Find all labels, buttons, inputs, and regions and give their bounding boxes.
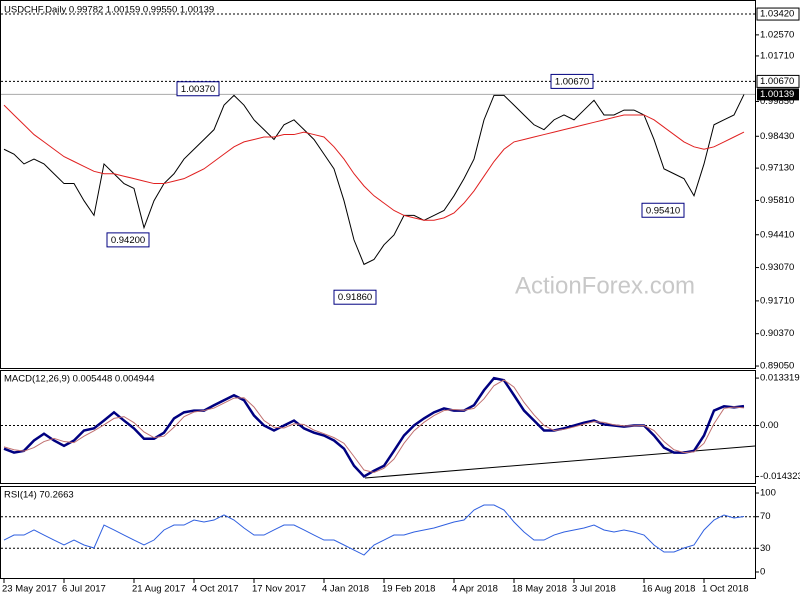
y-tick-label: 0.89050	[760, 361, 794, 372]
annotation-box	[176, 81, 220, 97]
annotation-label: 0.95410	[646, 205, 680, 216]
level-label: 1.00670	[760, 76, 794, 87]
y-tick-label: 0.93070	[760, 262, 794, 273]
rsi-title: RSI(14) 70.2663	[4, 490, 74, 501]
level-label-box	[756, 7, 800, 21]
y-tick-label: 70	[760, 511, 771, 522]
y-tick-label: 0.99850	[760, 96, 794, 107]
price-panel	[0, 0, 756, 369]
y-tick-label: 0.91710	[760, 295, 794, 306]
y-tick-label: 0.98430	[760, 131, 794, 142]
x-tick-label: 6 Jul 2017	[62, 584, 106, 595]
current-price-box	[757, 88, 799, 101]
x-tick-label: 1 Oct 2018	[702, 584, 748, 595]
x-tick-label: 4 Jan 2018	[322, 584, 369, 595]
y-tick-label: 100	[760, 488, 776, 499]
x-tick-label: 4 Oct 2017	[192, 584, 238, 595]
macd-title: MACD(12,26,9) 0.005448 0.004944	[4, 374, 155, 385]
y-tick-label: 0.90370	[760, 328, 794, 339]
annotation-box	[333, 289, 377, 305]
annotation-box	[641, 202, 685, 218]
x-tick-label: 17 Nov 2017	[252, 584, 306, 595]
x-tick-label: 19 Feb 2018	[382, 584, 435, 595]
x-tick-label: 4 Apr 2018	[452, 584, 498, 595]
series-line	[3, 379, 745, 474]
y-tick-label: 1.01710	[760, 50, 794, 61]
annotation-label: 0.91860	[338, 292, 372, 303]
macd-panel	[0, 370, 756, 484]
y-tick-label: 30	[760, 543, 771, 554]
series-line	[3, 504, 745, 556]
y-tick-label: 0.013319	[760, 373, 800, 384]
x-tick-label: 21 Aug 2017	[132, 584, 185, 595]
x-tick-label: 16 Aug 2018	[642, 584, 695, 595]
annotation-box	[106, 232, 150, 248]
y-tick-label: 0.95810	[760, 195, 794, 206]
x-tick-label: 23 May 2017	[2, 584, 57, 595]
y-tick-label: -0.014323	[760, 471, 800, 482]
rsi-panel	[0, 486, 756, 579]
series-line	[3, 104, 745, 221]
y-tick-label: 0.94410	[760, 229, 794, 240]
chart-title: USDCHF,Daily 0.99782 1.00159 0.99550 1.0…	[4, 5, 214, 16]
x-tick-label: 3 Jul 2018	[572, 584, 616, 595]
y-tick-label: 0.97130	[760, 163, 794, 174]
watermark: ActionForex.com	[515, 272, 695, 299]
level-label-box	[756, 74, 800, 88]
current-price-label: 1.00139	[760, 89, 794, 100]
level-label: 1.03420	[760, 9, 794, 20]
series-line	[3, 376, 745, 479]
annotation-label: 1.00670	[555, 76, 589, 87]
y-tick-label: 1.02570	[760, 29, 794, 40]
annotation-box	[550, 73, 594, 89]
annotation-label: 1.00370	[181, 84, 215, 95]
y-tick-label: 0	[760, 567, 765, 578]
series-line	[3, 94, 745, 266]
x-tick-label: 18 May 2018	[512, 584, 567, 595]
y-tick-label: 0.00	[760, 420, 779, 431]
annotation-label: 0.94200	[111, 235, 145, 246]
